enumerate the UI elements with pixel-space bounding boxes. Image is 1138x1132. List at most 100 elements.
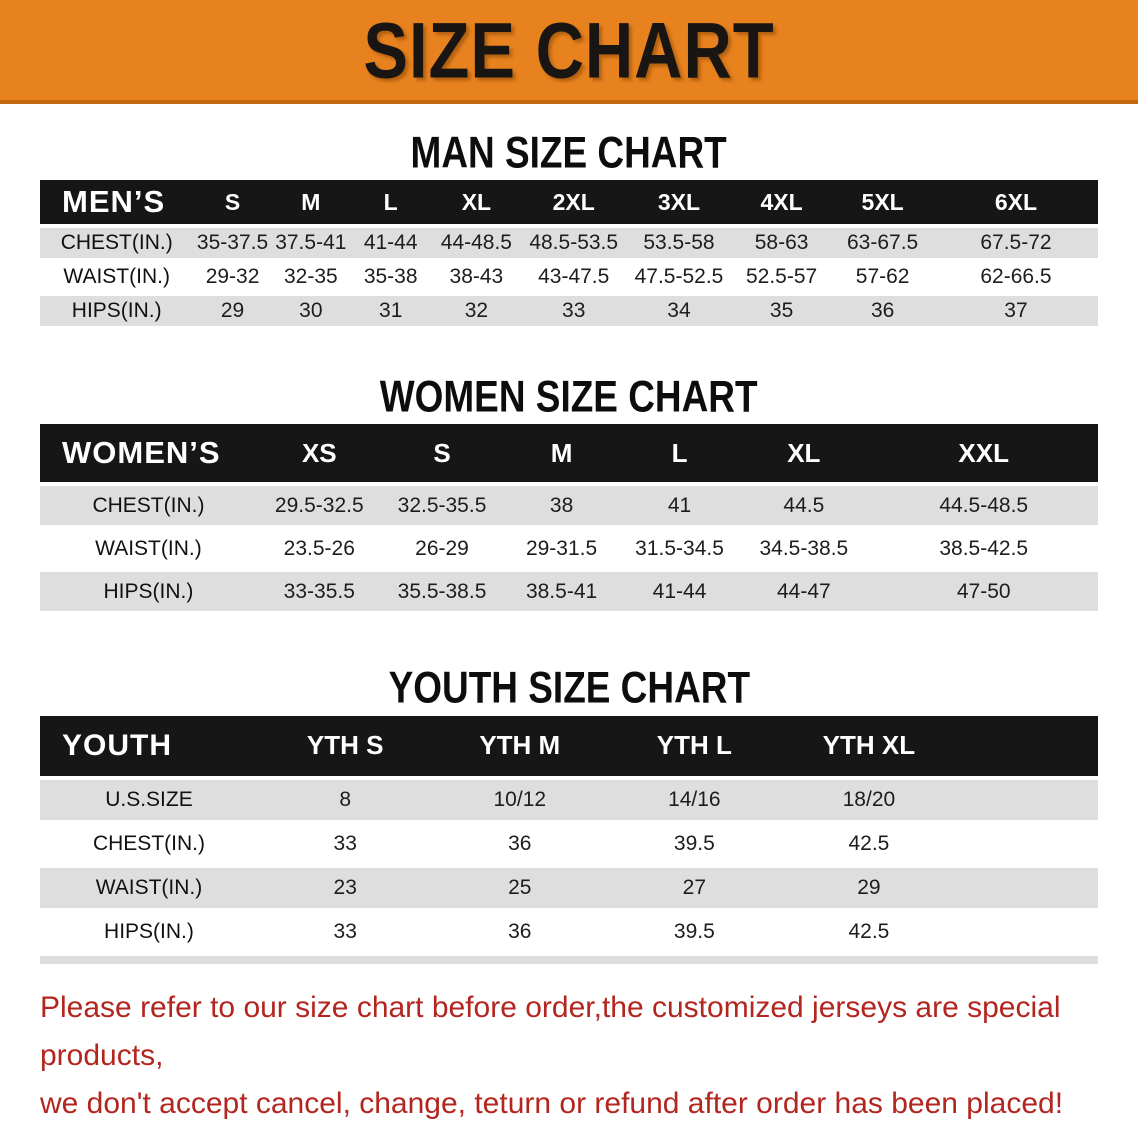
value-cell: 48.5-53.5 (521, 228, 627, 259)
measurement-row: HIPS(IN.) 33 36 39.5 42.5 (40, 911, 1098, 952)
row-label-cell: WAIST(IN.) (40, 262, 194, 293)
value-cell: 33-35.5 (256, 572, 382, 612)
value-cell: 25 (432, 867, 608, 908)
value-cell: 41-44 (349, 228, 432, 259)
size-label-cell: YTH L (607, 715, 782, 776)
size-label-cell: 2XL (521, 180, 627, 225)
value-cell: 23.5-26 (256, 529, 382, 569)
size-header-row: YOUTH YTH S YTH M YTH L YTH XL (40, 715, 1098, 776)
man-size-chart-heading-text: MAN SIZE CHART (410, 127, 728, 178)
value-cell: 14/16 (607, 779, 782, 820)
women-size-table: WOMEN’S XS S M L XL XXL CHEST(IN.) 29.5-32.5 32.5… (40, 420, 1098, 615)
value-cell: 31.5-34.5 (620, 529, 739, 569)
value-cell: 29.5-32.5 (256, 486, 382, 526)
value-cell: 67.5-72 (933, 228, 1098, 259)
value-cell: 32.5-35.5 (381, 486, 503, 526)
youth-size-chart-heading-text: YOUTH SIZE CHART (388, 663, 750, 713)
value-cell: 58-63 (731, 228, 832, 259)
size-label-cell: 6XL (933, 180, 1098, 225)
youth-size-table: YOUTH YTH S YTH M YTH L YTH XL U.S.SIZE 8 10/12… (40, 712, 1098, 956)
size-label-cell: S (193, 180, 272, 225)
value-cell: 43-47.5 (521, 262, 627, 293)
row-label-cell: CHEST(IN.) (40, 228, 194, 259)
size-label-cell: XL (431, 180, 522, 225)
size-label-cell: L (349, 180, 432, 225)
value-cell: 44.5-48.5 (869, 486, 1098, 526)
disclaimer-line-1: Please refer to our size chart before or… (40, 990, 1061, 1072)
size-label-cell: 5XL (831, 180, 934, 225)
value-cell (956, 911, 1098, 952)
banner-title: SIZE CHART (363, 6, 775, 94)
table-title-cell: YOUTH (40, 715, 258, 776)
value-cell: 39.5 (607, 911, 782, 952)
value-cell: 33 (257, 823, 433, 864)
value-cell: 27 (607, 867, 782, 908)
table-title-cell: WOMEN’S (40, 424, 257, 483)
size-label-cell: YTH XL (781, 715, 957, 776)
value-cell: 44-47 (738, 572, 870, 612)
value-cell: 57-62 (831, 262, 934, 293)
size-label-cell: XS (256, 424, 382, 483)
value-cell: 33 (521, 296, 627, 327)
value-cell: 62-66.5 (933, 262, 1098, 293)
value-cell: 42.5 (781, 823, 957, 864)
value-cell: 47-50 (869, 572, 1098, 612)
value-cell: 8 (257, 779, 433, 820)
row-label-cell: U.S.SIZE (40, 779, 258, 820)
row-label-cell: WAIST(IN.) (40, 867, 258, 908)
value-cell: 35-38 (349, 262, 432, 293)
row-label-cell: HIPS(IN.) (40, 296, 194, 327)
size-label-cell: M (271, 180, 350, 225)
value-cell: 35.5-38.5 (381, 572, 503, 612)
value-cell: 18/20 (781, 779, 957, 820)
size-label-cell: YTH S (257, 715, 433, 776)
value-cell: 37 (933, 296, 1098, 327)
size-header-row: WOMEN’S XS S M L XL XXL (40, 424, 1098, 483)
value-cell: 39.5 (607, 823, 782, 864)
value-cell: 32 (431, 296, 522, 327)
youth-table-bottom-strip (40, 955, 1098, 964)
value-cell: 42.5 (781, 911, 957, 952)
youth-size-chart-heading: YOUTH SIZE CHART (0, 663, 1138, 713)
size-label-cell: 4XL (731, 180, 832, 225)
value-cell: 44.5 (738, 486, 870, 526)
value-cell: 32-35 (271, 262, 350, 293)
value-cell: 38.5-42.5 (869, 529, 1098, 569)
measurement-row: WAIST(IN.) 29-32 32-35 35-38 38-43 43-47.5 47.… (40, 262, 1098, 293)
measurement-row: WAIST(IN.) 23 25 27 29 (40, 867, 1098, 908)
value-cell: 23 (257, 867, 433, 908)
value-cell: 36 (432, 823, 608, 864)
disclaimer-line-2: we don't accept cancel, change, teturn o… (40, 1086, 1064, 1120)
value-cell: 52.5-57 (731, 262, 832, 293)
value-cell: 30 (271, 296, 350, 327)
size-label-cell (956, 715, 1098, 776)
size-chart-banner: SIZE CHART (0, 0, 1138, 104)
row-label-cell: CHEST(IN.) (40, 486, 257, 526)
women-size-chart-heading: WOMEN SIZE CHART (0, 372, 1138, 421)
size-label-cell: S (381, 424, 503, 483)
measurement-row: CHEST(IN.) 29.5-32.5 32.5-35.5 38 41 44.5 44.5… (40, 486, 1098, 526)
measurement-row: CHEST(IN.) 35-37.5 37.5-41 41-44 44-48.5 48.5… (40, 228, 1098, 259)
table-title-cell: MEN’S (40, 180, 194, 225)
value-cell: 35 (731, 296, 832, 327)
value-cell: 53.5-58 (626, 228, 732, 259)
value-cell: 29 (193, 296, 272, 327)
value-cell: 31 (349, 296, 432, 327)
value-cell: 37.5-41 (271, 228, 350, 259)
man-size-chart-heading: MAN SIZE CHART (0, 127, 1138, 178)
size-label-cell: L (620, 424, 739, 483)
measurement-row: U.S.SIZE 8 10/12 14/16 18/20 (40, 779, 1098, 820)
size-label-cell: XL (738, 424, 870, 483)
value-cell: 10/12 (432, 779, 608, 820)
size-header-row: MEN’S S M L XL 2XL 3XL 4XL 5XL 6XL (40, 180, 1098, 225)
value-cell: 35-37.5 (193, 228, 272, 259)
measurement-row: CHEST(IN.) 33 36 39.5 42.5 (40, 823, 1098, 864)
value-cell (956, 779, 1098, 820)
value-cell: 29 (781, 867, 957, 908)
value-cell: 34.5-38.5 (738, 529, 870, 569)
size-label-cell: XXL (869, 424, 1098, 483)
size-label-cell: M (502, 424, 621, 483)
value-cell: 47.5-52.5 (626, 262, 732, 293)
value-cell: 63-67.5 (831, 228, 934, 259)
value-cell (956, 823, 1098, 864)
